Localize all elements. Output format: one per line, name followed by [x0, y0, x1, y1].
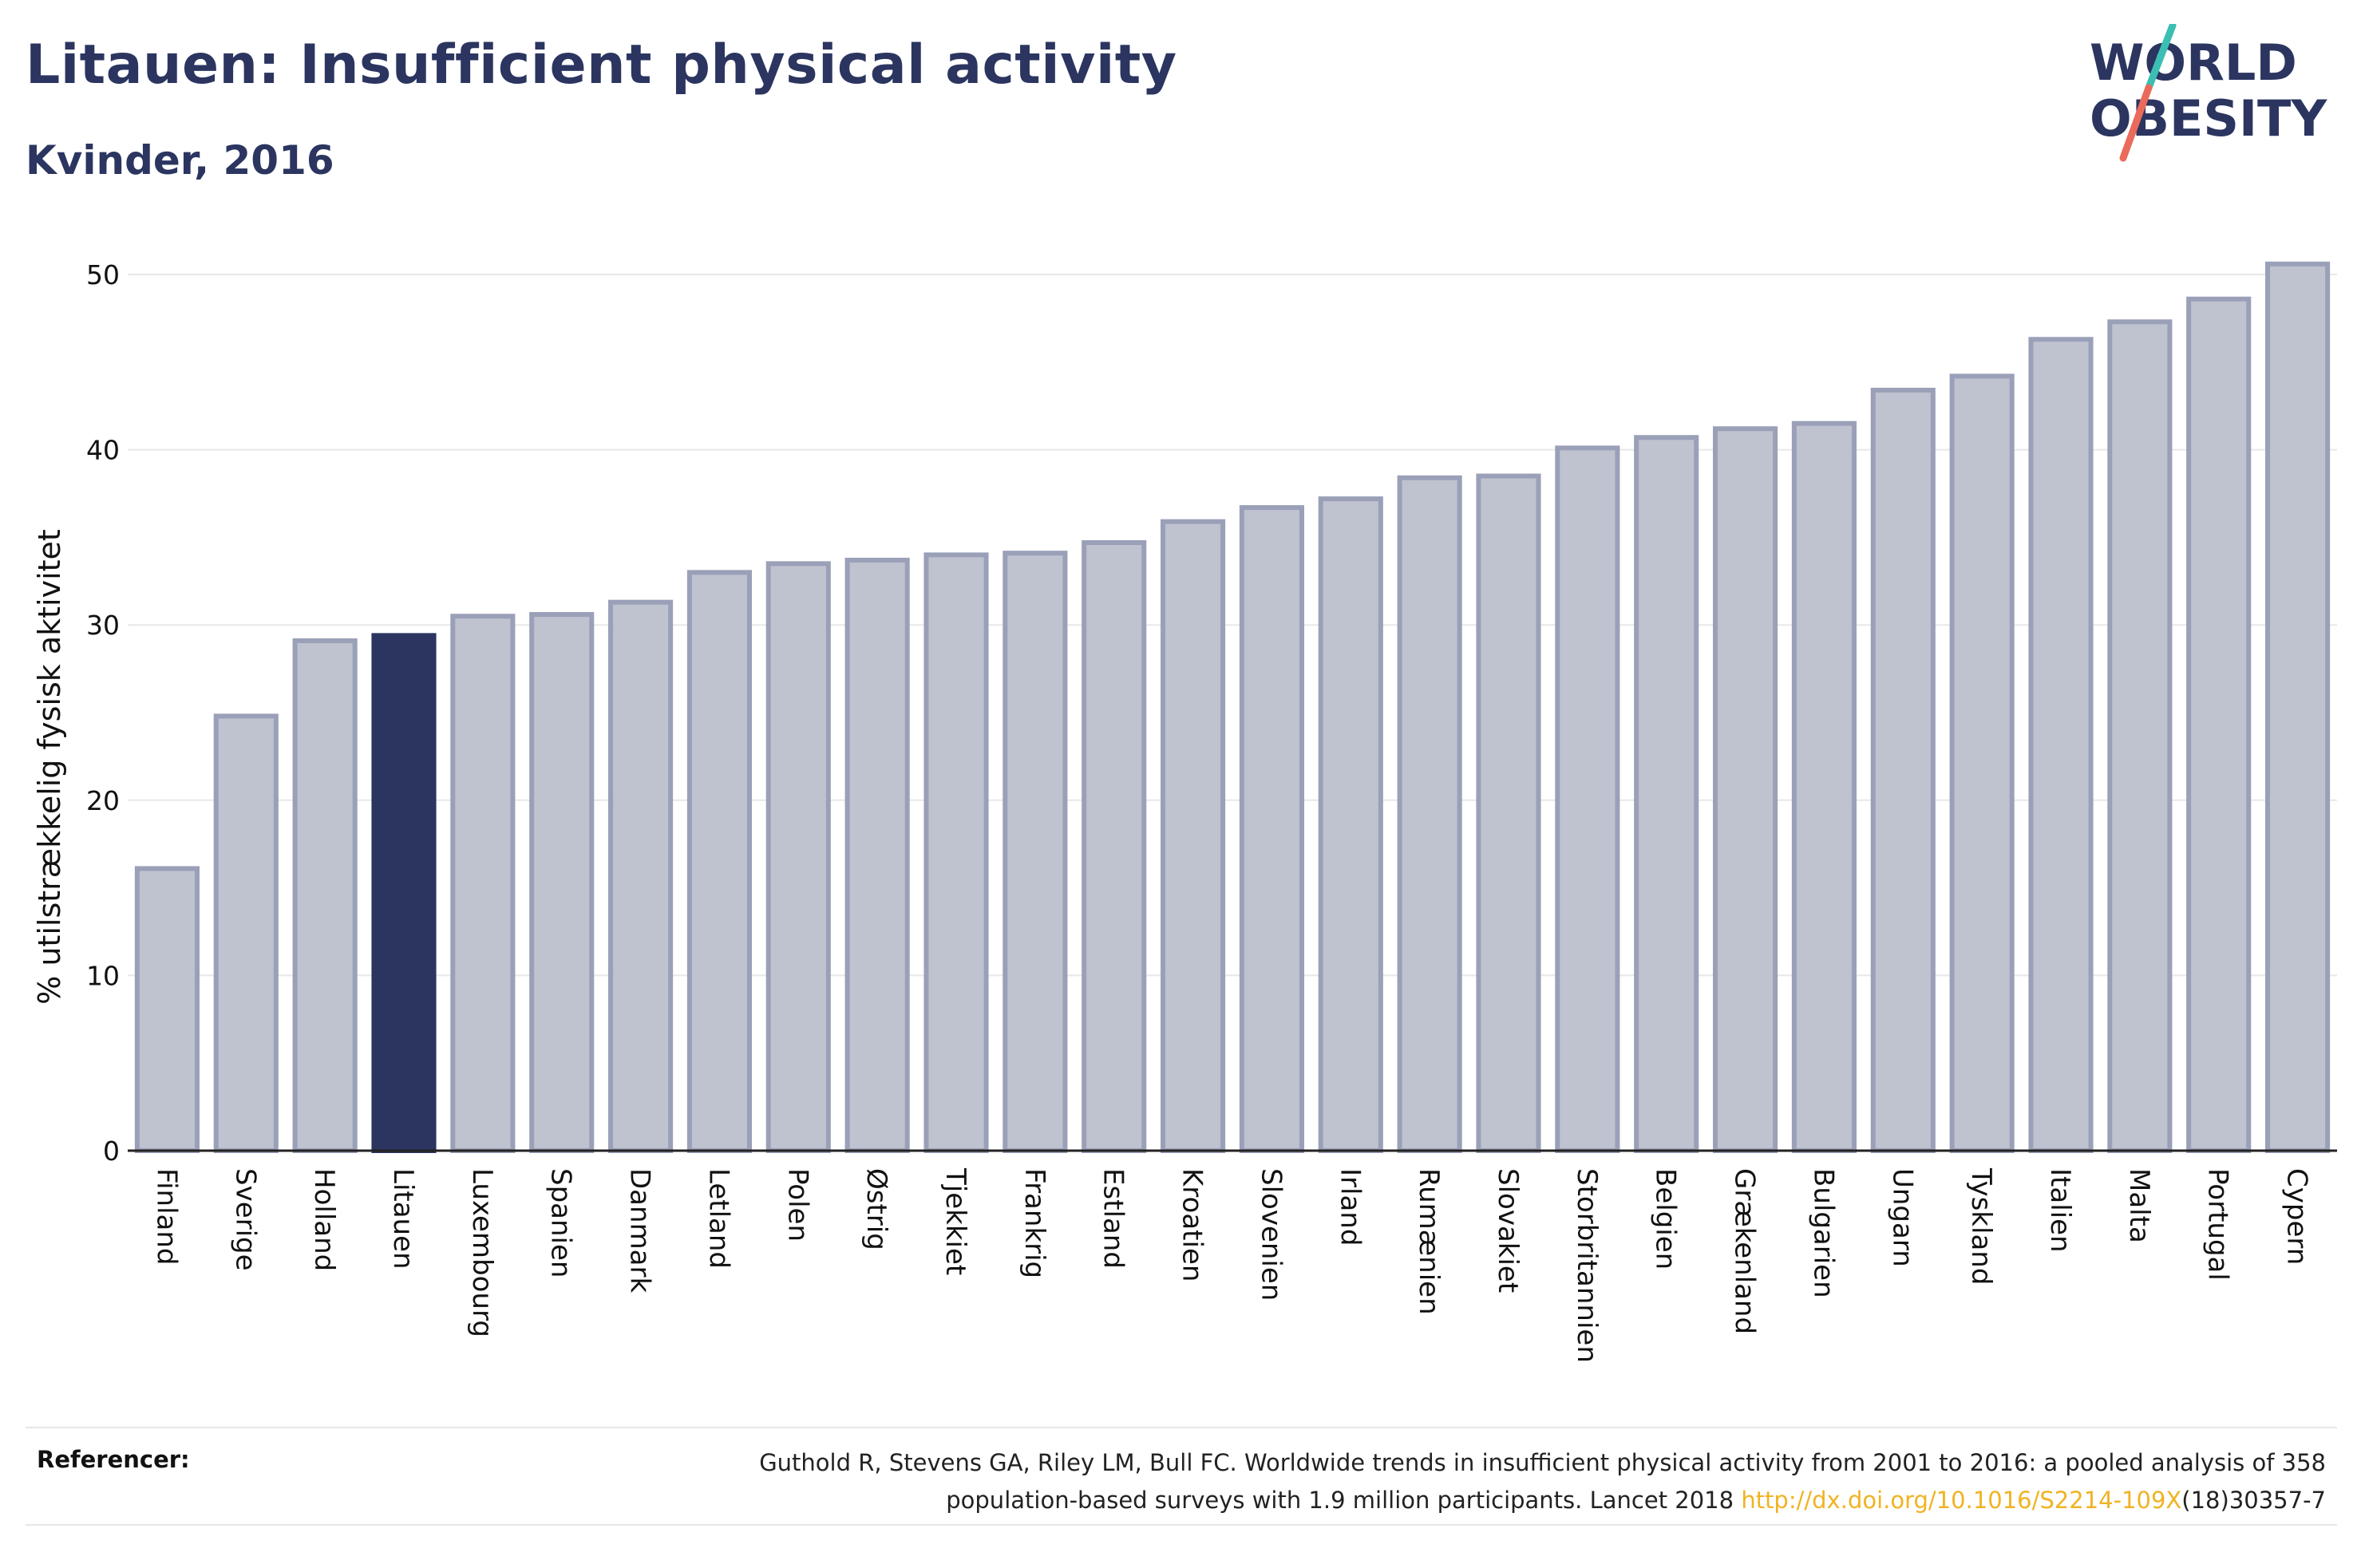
y-tick-label: 0: [103, 1136, 120, 1167]
x-tick-label: Letland: [702, 1168, 734, 1269]
references-label: Referencer:: [37, 1446, 190, 1473]
x-tick-label: Polen: [781, 1168, 813, 1242]
bar-holland: [292, 638, 358, 1153]
bar-tyskland: [1949, 373, 2015, 1154]
reference-line-2-post: (18)30357-7: [2181, 1487, 2326, 1514]
footer-divider-bottom: [26, 1524, 2337, 1526]
x-tick-label: Holland: [308, 1168, 340, 1271]
x-tick-label: Kroatien: [1177, 1168, 1208, 1282]
y-tick-label: 40: [86, 435, 120, 466]
bar-sverige: [213, 713, 279, 1153]
chart-subtitle: Kvinder, 2016: [26, 137, 334, 184]
x-tick-label: Malta: [2123, 1168, 2155, 1243]
x-tick-label: Litauen: [387, 1168, 419, 1270]
reference-line-2-pre: population-based surveys with 1.9 millio…: [946, 1487, 1742, 1514]
y-tick-label: 10: [86, 960, 120, 991]
x-tick-label: Storbritannien: [1571, 1168, 1603, 1363]
bar-polen: [765, 561, 831, 1153]
reference-line-1: Guthold R, Stevens GA, Riley LM, Bull FC…: [759, 1449, 2326, 1476]
x-tick-label: Portugal: [2202, 1168, 2234, 1281]
world-obesity-logo: WORLD OBESITY: [2090, 24, 2327, 162]
bar-slovakiet: [1476, 473, 1541, 1153]
x-tick-label: Tjekkiet: [939, 1167, 971, 1275]
x-tick-label: Østrig: [860, 1168, 892, 1250]
bar-bulgarien: [1791, 421, 1857, 1153]
bar-rumænien: [1397, 475, 1462, 1153]
x-tick-label: Ungarn: [1886, 1168, 1918, 1267]
bar-litauen: [371, 633, 437, 1153]
x-tick-label: Italien: [2044, 1168, 2076, 1253]
x-tick-label: Estland: [1097, 1168, 1129, 1269]
y-axis-ticks: 0 10 20 30 40 50: [86, 259, 120, 1167]
logo-word-world: WORLD: [2090, 34, 2297, 92]
bar-kroatien: [1161, 519, 1226, 1153]
bar-portugal: [2186, 296, 2252, 1153]
reference-doi-link[interactable]: http://dx.doi.org/10.1016/S2214-109X: [1741, 1487, 2182, 1514]
x-tick-label: Spanien: [545, 1168, 577, 1278]
reference-text: Guthold R, Stevens GA, Riley LM, Bull FC…: [490, 1444, 2326, 1519]
bar-storbritannien: [1555, 445, 1620, 1153]
x-tick-label: Tyskland: [1965, 1167, 1997, 1285]
x-tick-label: Rumænien: [1413, 1168, 1445, 1315]
x-tick-label: Slovenien: [1255, 1168, 1287, 1301]
chart-title: Litauen: Insufficient physical activity: [26, 34, 1177, 97]
y-tick-label: 50: [86, 259, 120, 290]
bar-belgien: [1634, 435, 1699, 1153]
x-tick-label: Belgien: [1650, 1168, 1682, 1270]
x-tick-label: Cypern: [2281, 1168, 2313, 1265]
x-tick-label: Luxembourg: [466, 1168, 498, 1337]
bar-letland: [686, 570, 752, 1153]
y-axis-label: % utilstrækkelig fysisk aktivitet: [32, 529, 67, 1005]
x-tick-label: Frankrig: [1018, 1168, 1050, 1278]
bars: [134, 261, 2331, 1154]
bar-cypern: [2265, 261, 2331, 1154]
bar-estland: [1082, 539, 1147, 1153]
bar-danmark: [608, 599, 674, 1153]
x-tick-label: Danmark: [624, 1168, 656, 1293]
bar-italien: [2028, 337, 2094, 1153]
bar-tjekkiet: [923, 552, 989, 1153]
bar-ungarn: [1870, 387, 1936, 1154]
bar-østrig: [844, 557, 910, 1153]
x-tick-label: Finland: [150, 1168, 182, 1266]
bar-grækenland: [1713, 426, 1778, 1153]
x-tick-label: Slovakiet: [1492, 1168, 1524, 1293]
bar-slovenien: [1239, 505, 1304, 1153]
x-tick-label: Bulgarien: [1807, 1168, 1839, 1298]
x-axis-labels: Finland Sverige Holland Litauen Luxembourg Sp…: [150, 1167, 2312, 1363]
reference-line-2: population-based surveys with 1.9 millio…: [490, 1482, 2326, 1519]
bar-spanien: [529, 612, 595, 1153]
bar-frankrig: [1003, 551, 1068, 1153]
x-tick-label: Irland: [1334, 1168, 1366, 1246]
bar-irland: [1318, 496, 1383, 1153]
bar-chart: 0 10 20 30 40 50 Finland Sverige Holland Litauen…: [32, 259, 2337, 1363]
y-tick-label: 30: [86, 610, 120, 641]
x-tick-label: Grækenland: [1729, 1168, 1761, 1334]
bar-finland: [134, 866, 200, 1153]
logo-slash-teal: [2145, 24, 2177, 92]
y-tick-label: 20: [86, 785, 120, 816]
x-tick-label: Sverige: [229, 1168, 261, 1271]
bar-luxembourg: [450, 614, 516, 1153]
footer-divider-top: [26, 1427, 2337, 1428]
bar-malta: [2107, 319, 2173, 1153]
logo-slash-coral: [2119, 84, 2153, 162]
